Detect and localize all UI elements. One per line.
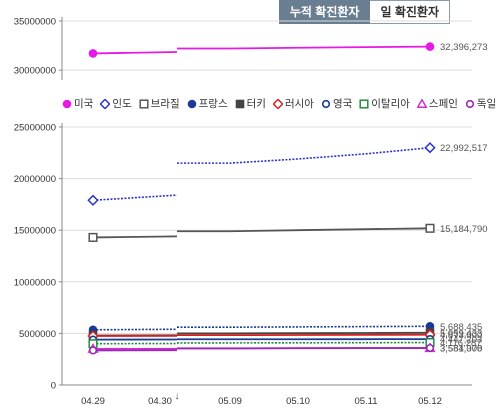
legend-item[interactable]: 이탈리아 bbox=[359, 96, 410, 111]
data-point bbox=[424, 142, 436, 154]
data-label: 32,396,273 bbox=[440, 42, 488, 53]
y-tick-label: 30000000 bbox=[14, 66, 56, 77]
data-point bbox=[88, 49, 98, 58]
legend-item[interactable]: 브라질 bbox=[139, 96, 180, 111]
legend-item[interactable]: 러시아 bbox=[272, 96, 314, 111]
data-point bbox=[359, 98, 369, 109]
data-point bbox=[321, 99, 331, 108]
data-point bbox=[187, 99, 196, 108]
y-tick-label: 10000000 bbox=[14, 277, 56, 288]
legend-marker-icon bbox=[100, 98, 111, 109]
legend-label: 스페인 bbox=[428, 98, 458, 110]
y-tick-label: 0 bbox=[51, 381, 56, 392]
y-tick-label: 35000000 bbox=[14, 17, 56, 28]
data-label: 15,184,790 bbox=[440, 224, 488, 235]
y-tick-label: 5000000 bbox=[19, 329, 56, 340]
tab-daily-cases[interactable]: 일 확진환자 bbox=[370, 0, 450, 24]
legend-label: 러시아 bbox=[284, 98, 314, 110]
data-point bbox=[139, 98, 149, 109]
legend-marker-icon bbox=[139, 98, 149, 109]
data-label: 4,447,203 bbox=[440, 335, 482, 346]
data-label: 22,992,517 bbox=[440, 143, 488, 154]
series-line bbox=[92, 235, 178, 239]
data-label: 5,059,433 bbox=[440, 328, 482, 339]
x-tick-label: 04.30 bbox=[148, 396, 172, 407]
data-point bbox=[100, 98, 111, 109]
legend-item[interactable]: 영국 bbox=[321, 96, 352, 111]
bottom-panel: 25000000 20000000 15000000 10000000 5000000 0… bbox=[14, 123, 488, 408]
top-panel: 35000000 30000000 32,396,273 bbox=[14, 17, 488, 80]
legend-label: 터키 bbox=[246, 98, 266, 110]
x-tick-label: 05.09 bbox=[218, 396, 242, 407]
legend-item[interactable]: 독일 bbox=[465, 96, 496, 111]
legend-marker-icon bbox=[465, 99, 474, 108]
y-tick-label: 25000000 bbox=[14, 123, 56, 134]
chart-tab-group: 누적 확진환자 일 확진환자 bbox=[278, 0, 450, 24]
series-line bbox=[92, 194, 178, 202]
legend-marker-icon bbox=[187, 99, 196, 108]
data-point bbox=[425, 223, 435, 233]
legend-marker-icon bbox=[321, 99, 331, 108]
legend-marker-icon bbox=[359, 98, 369, 109]
legend-label: 미국 bbox=[74, 98, 94, 110]
data-point bbox=[272, 98, 283, 109]
y-tick-label: 20000000 bbox=[14, 174, 56, 185]
data-label: 4,116,287 bbox=[440, 338, 482, 349]
series-line bbox=[92, 51, 178, 55]
legend-marker-icon bbox=[235, 99, 244, 108]
tab-cumulative-cases[interactable]: 누적 확진환자 bbox=[278, 0, 371, 24]
series-line bbox=[177, 45, 431, 50]
data-point bbox=[235, 99, 244, 108]
data-point bbox=[465, 99, 474, 108]
legend-label: 이탈리아 bbox=[371, 98, 410, 110]
data-point bbox=[425, 343, 435, 353]
data-point bbox=[88, 346, 98, 355]
x-tick-label: 05.10 bbox=[286, 396, 310, 407]
series-line bbox=[92, 328, 178, 331]
legend-item[interactable]: 스페인 bbox=[416, 96, 458, 111]
chart-legend: 미국 인도 브라질 프랑스 터키 러시아 영국 이탈리아 스페인 독일 bbox=[62, 96, 500, 111]
legend-item[interactable]: 미국 bbox=[62, 96, 93, 111]
legend-marker-icon bbox=[272, 98, 283, 109]
series-line bbox=[177, 325, 431, 329]
legend-label: 프랑스 bbox=[198, 98, 228, 110]
data-point bbox=[416, 98, 427, 108]
data-point bbox=[62, 99, 72, 108]
data-label: 3,581,378 bbox=[440, 344, 482, 355]
data-label: 3,584,000 bbox=[440, 344, 482, 355]
x-tick-label: 04.29 bbox=[81, 396, 105, 407]
series-line bbox=[177, 227, 431, 233]
data-point bbox=[87, 194, 99, 206]
legend-label: 브라질 bbox=[150, 98, 180, 110]
data-point bbox=[425, 42, 435, 51]
legend-label: 영국 bbox=[332, 98, 353, 110]
series-line bbox=[177, 146, 431, 164]
legend-label: 인도 bbox=[112, 98, 132, 110]
x-tick-label: 05.12 bbox=[418, 396, 442, 407]
legend-item[interactable]: 터키 bbox=[235, 96, 266, 111]
data-label: 5,688,435 bbox=[440, 322, 482, 333]
data-point bbox=[88, 232, 98, 242]
x-tick-label: 05.11 bbox=[354, 396, 377, 407]
legend-label: 독일 bbox=[476, 98, 497, 110]
y-tick-label: 15000000 bbox=[14, 226, 56, 237]
data-label: 4,873,000 bbox=[440, 330, 482, 341]
legend-marker-icon bbox=[62, 99, 72, 108]
legend-item[interactable]: 인도 bbox=[100, 96, 132, 111]
series-line bbox=[177, 331, 431, 335]
axis-break-marker: ↓ bbox=[175, 391, 180, 402]
legend-marker-icon bbox=[416, 98, 427, 108]
legend-item[interactable]: 프랑스 bbox=[187, 96, 228, 111]
